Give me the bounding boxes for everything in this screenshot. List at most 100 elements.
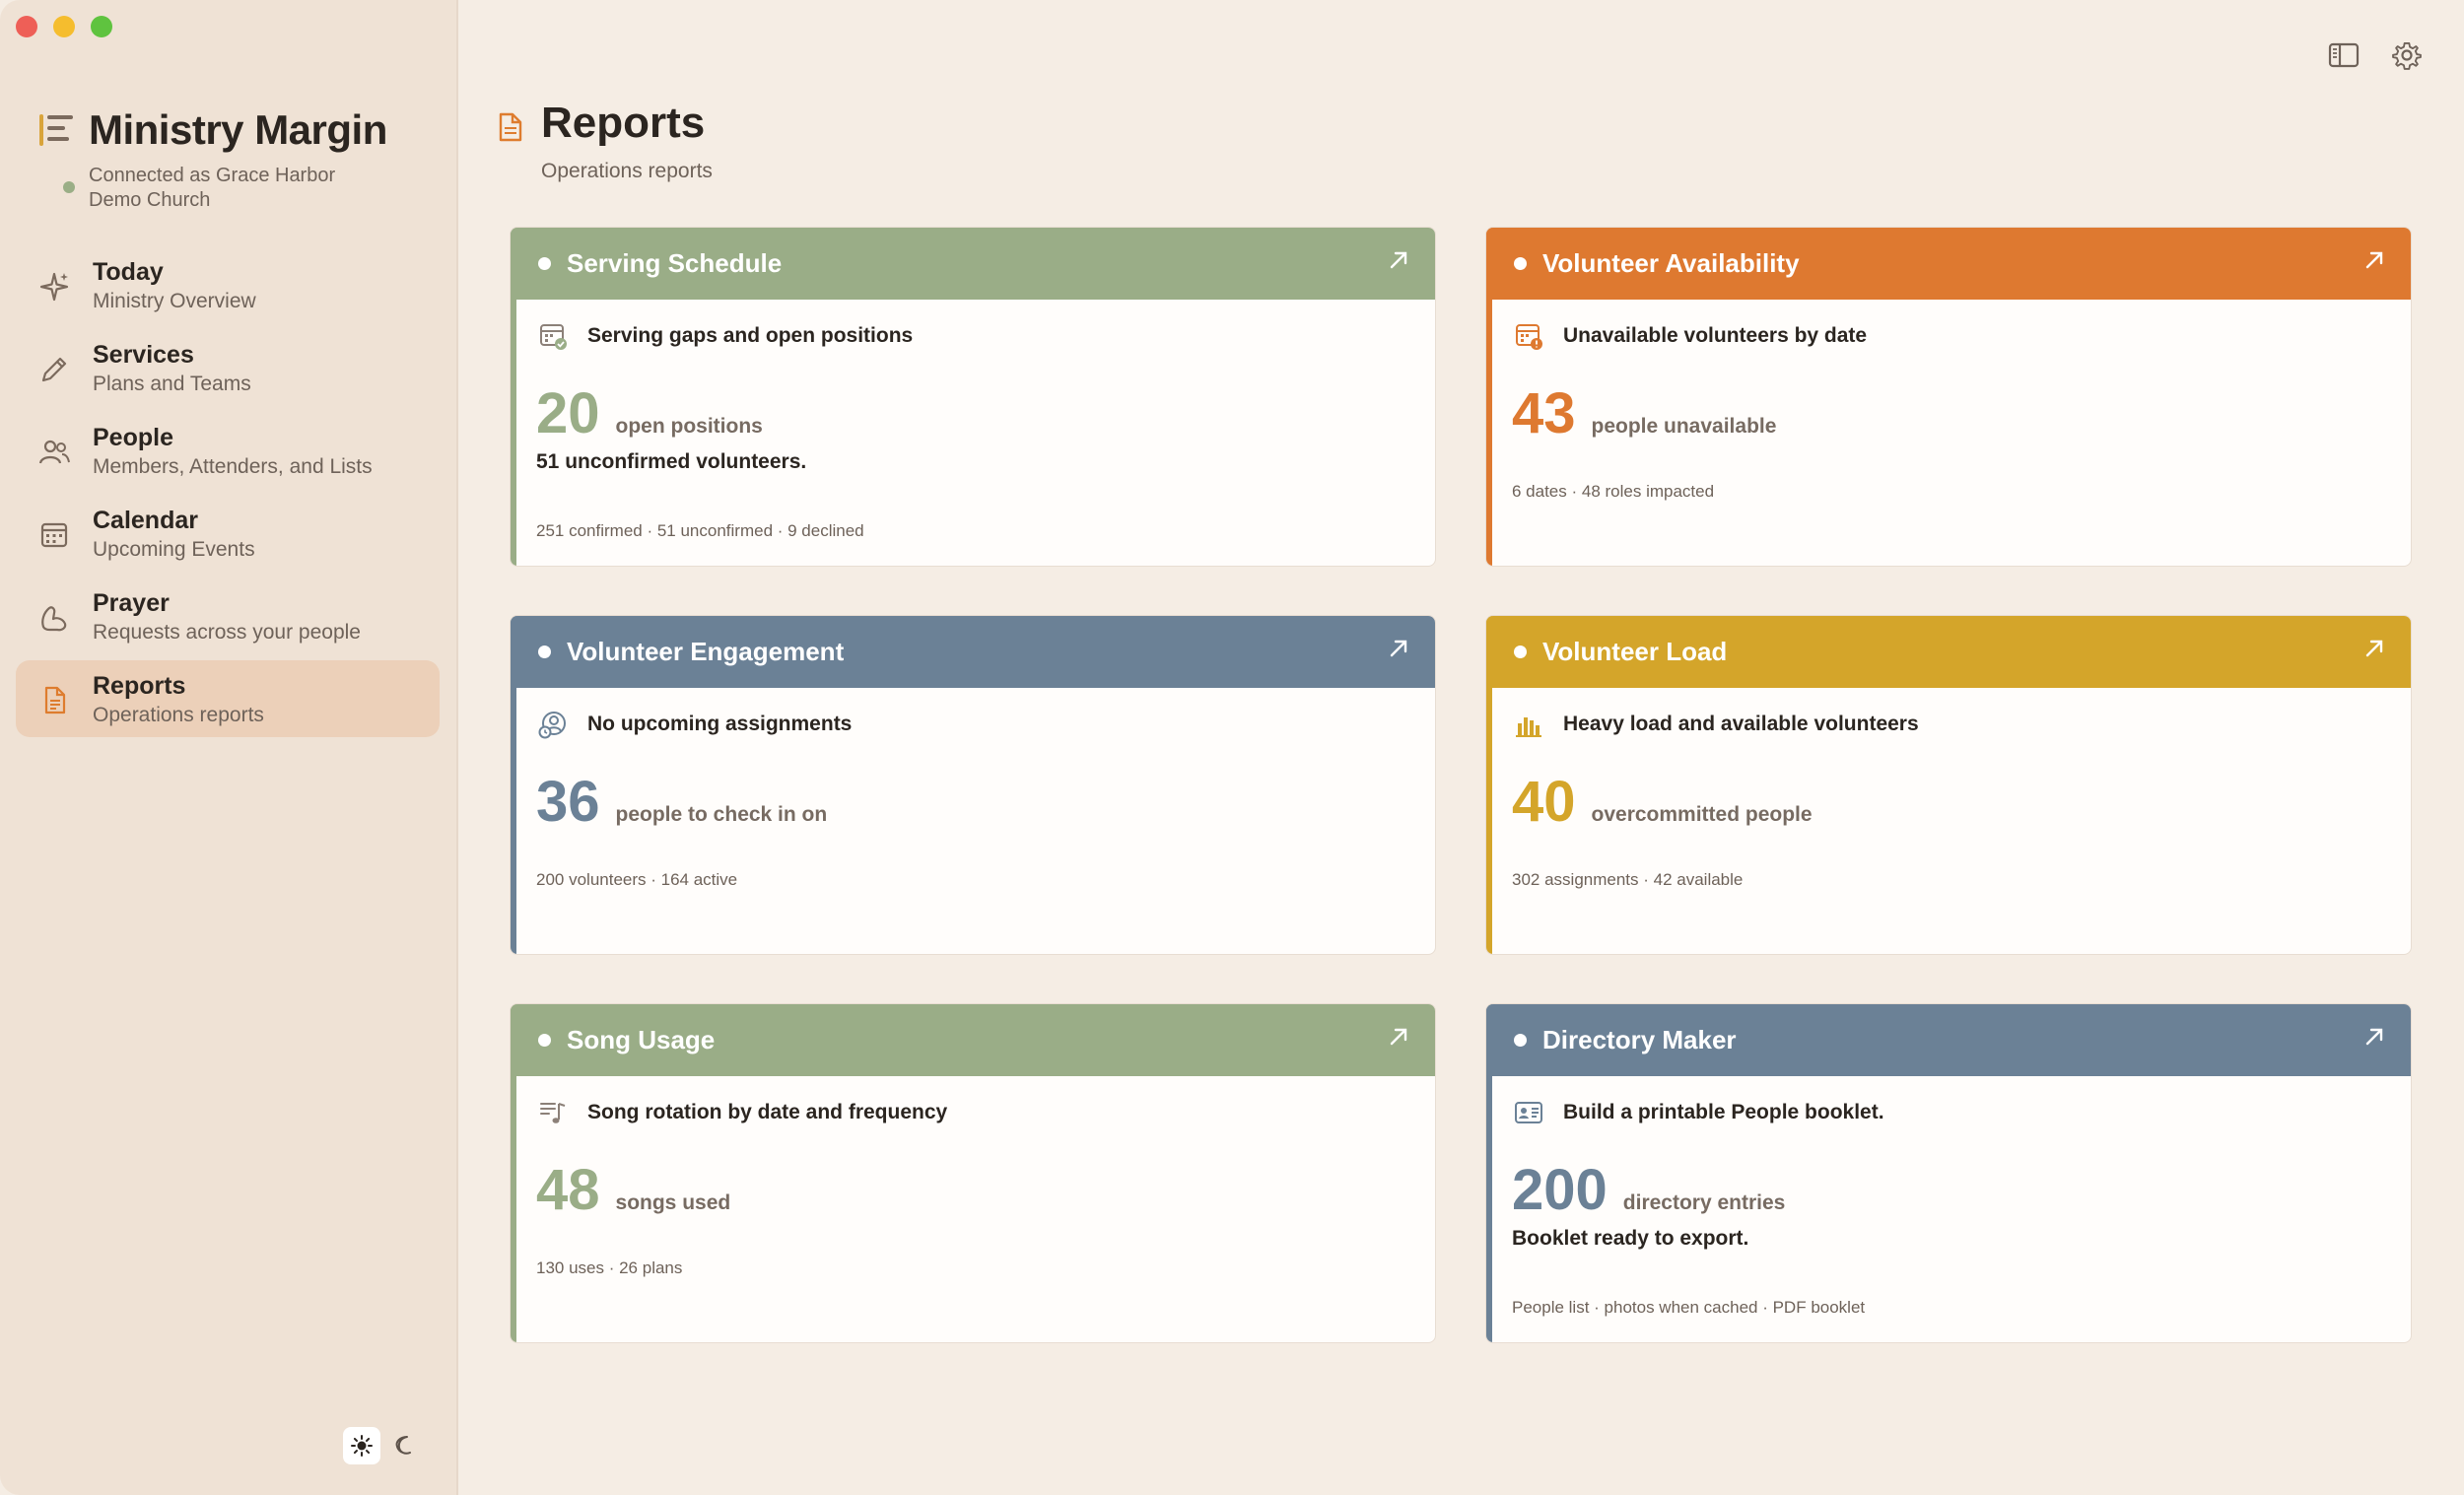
card-note: 51 unconfirmed volunteers.	[536, 450, 807, 473]
window-controls	[16, 16, 112, 37]
sidebar-item-calendar[interactable]: Calendar Upcoming Events	[16, 495, 440, 572]
card-dot-icon	[538, 257, 551, 270]
card-title: Volunteer Availability	[1542, 248, 1800, 278]
card-subtitle: Serving gaps and open positions	[587, 324, 914, 347]
sidebar-item-title: Prayer	[93, 589, 170, 617]
sidebar-item-today[interactable]: Today Ministry Overview	[16, 246, 440, 323]
card-metric-label: songs used	[615, 1191, 731, 1214]
card-metric-value: 36	[536, 770, 600, 834]
card-footer: 6 dates · 48 roles impacted	[1512, 482, 1715, 501]
toggle-sidebar-button[interactable]	[2326, 37, 2361, 73]
sidebar-item-people[interactable]: People Members, Attenders, and Lists	[16, 412, 440, 489]
prayer-icon	[37, 601, 71, 635]
connection-dot-icon	[63, 181, 75, 193]
open-arrow-icon[interactable]	[2363, 638, 2385, 666]
card-header: Volunteer Engagement	[511, 616, 1435, 688]
report-card-volunteer-load[interactable]: Volunteer Load Heavy load and available …	[1485, 615, 2412, 955]
sun-icon	[351, 1435, 373, 1457]
card-title: Directory Maker	[1542, 1025, 1737, 1054]
sidebar-item-subtitle: Upcoming Events	[93, 538, 255, 561]
open-arrow-icon[interactable]	[1388, 1026, 1409, 1054]
sidebar: Ministry Margin Connected as Grace Harbo…	[0, 0, 458, 1495]
dark-mode-button[interactable]	[384, 1427, 422, 1464]
sidebar-toggle-icon	[2328, 42, 2360, 68]
person-clock-icon	[536, 708, 570, 741]
card-footer: People list · photos when cached · PDF b…	[1512, 1298, 1866, 1317]
settings-button[interactable]	[2389, 37, 2425, 73]
card-footer: 251 confirmed · 51 unconfirmed · 9 decli…	[536, 521, 864, 540]
music-list-icon	[536, 1096, 570, 1129]
card-subtitle: Song rotation by date and frequency	[587, 1101, 948, 1123]
sidebar-item-reports[interactable]: Reports Operations reports	[16, 660, 440, 737]
brand: Ministry Margin	[37, 106, 387, 154]
card-subtitle: Unavailable volunteers by date	[1563, 324, 1868, 347]
connection-text: Connected as Grace Harbor Demo Church	[89, 165, 336, 211]
theme-toggle	[343, 1427, 422, 1464]
report-card-song-usage[interactable]: Song Usage Song rotation by date and fre…	[510, 1003, 1436, 1343]
sidebar-item-subtitle: Requests across your people	[93, 621, 361, 644]
card-metric-value: 43	[1512, 381, 1576, 445]
calendar-alert-icon	[1512, 319, 1545, 353]
card-metric-value: 40	[1512, 770, 1576, 834]
app-title: Ministry Margin	[89, 106, 387, 153]
card-subtitle: No upcoming assignments	[587, 713, 853, 735]
toolbar	[2326, 37, 2425, 73]
card-header: Volunteer Availability	[1486, 228, 2411, 300]
close-window-button[interactable]	[16, 16, 37, 37]
document-icon	[37, 684, 71, 717]
card-dot-icon	[1514, 257, 1527, 270]
sidebar-item-prayer[interactable]: Prayer Requests across your people	[16, 578, 440, 654]
card-metric-label: directory entries	[1622, 1191, 1786, 1214]
open-arrow-icon[interactable]	[1388, 249, 1409, 278]
card-footer: 200 volunteers · 164 active	[536, 870, 738, 889]
sidebar-nav: Today Ministry Overview Services Plans a…	[16, 246, 440, 743]
report-card-directory-maker[interactable]: Directory Maker Build a printable People…	[1485, 1003, 2412, 1343]
sidebar-item-subtitle: Members, Attenders, and Lists	[93, 455, 373, 478]
people-icon	[37, 436, 71, 469]
page-title: Reports	[541, 99, 706, 147]
card-header: Serving Schedule	[511, 228, 1435, 300]
sidebar-item-subtitle: Ministry Overview	[93, 290, 256, 312]
sidebar-item-title: Today	[93, 258, 164, 286]
card-header: Directory Maker	[1486, 1004, 2411, 1076]
card-metric-label: open positions	[615, 415, 763, 438]
connection-status: Connected as Grace Harbor Demo Church	[63, 164, 384, 213]
sidebar-item-services[interactable]: Services Plans and Teams	[16, 329, 440, 406]
report-card-serving-schedule[interactable]: Serving Schedule Serving gaps and open p…	[510, 227, 1436, 567]
card-title: Song Usage	[567, 1025, 716, 1054]
card-note: Booklet ready to export.	[1512, 1227, 1749, 1250]
moon-icon	[395, 1436, 411, 1455]
sidebar-item-title: Services	[93, 341, 194, 369]
sidebar-item-title: Reports	[93, 672, 186, 700]
card-subtitle: Build a printable People booklet.	[1563, 1101, 1884, 1123]
card-metric-label: people unavailable	[1591, 415, 1777, 438]
card-title: Serving Schedule	[567, 248, 783, 278]
zoom-window-button[interactable]	[91, 16, 112, 37]
card-header: Song Usage	[511, 1004, 1435, 1076]
report-card-volunteer-availability[interactable]: Volunteer Availability Unavailable volun…	[1485, 227, 2412, 567]
card-dot-icon	[1514, 646, 1527, 658]
sparkle-icon	[37, 270, 71, 304]
card-metric-label: overcommitted people	[1591, 803, 1813, 826]
sidebar-item-title: People	[93, 424, 173, 451]
open-arrow-icon[interactable]	[2363, 1026, 2385, 1054]
sidebar-item-subtitle: Operations reports	[93, 704, 264, 726]
minimize-window-button[interactable]	[53, 16, 75, 37]
bar-chart-icon	[1512, 708, 1545, 741]
card-metric-value: 200	[1512, 1158, 1608, 1222]
page-subtitle: Operations reports	[541, 160, 713, 182]
card-metric-value: 48	[536, 1158, 600, 1222]
sidebar-item-title: Calendar	[93, 507, 198, 534]
document-icon	[498, 112, 523, 147]
pencil-icon	[37, 353, 71, 386]
report-card-volunteer-engagement[interactable]: Volunteer Engagement No upcoming assignm…	[510, 615, 1436, 955]
light-mode-button[interactable]	[343, 1427, 380, 1464]
open-arrow-icon[interactable]	[2363, 249, 2385, 278]
card-header: Volunteer Load	[1486, 616, 2411, 688]
card-metric-label: people to check in on	[615, 803, 828, 826]
brand-logo-icon	[37, 112, 73, 148]
id-card-icon	[1512, 1096, 1545, 1129]
open-arrow-icon[interactable]	[1388, 638, 1409, 666]
sidebar-item-subtitle: Plans and Teams	[93, 373, 251, 395]
